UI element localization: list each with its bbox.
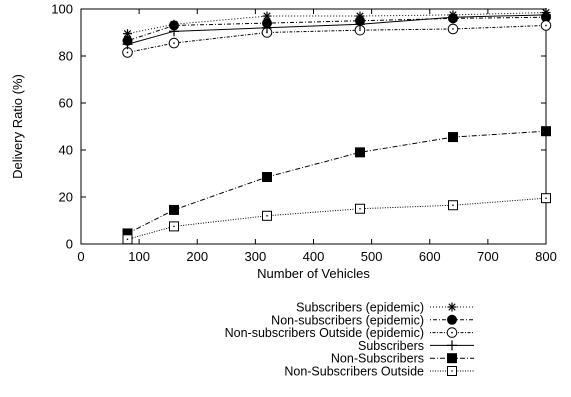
series-5 (122, 193, 551, 245)
legend-label: Non-subscribers (epidemic) (271, 313, 424, 327)
legend-label: Non-Subscribers Outside (284, 365, 424, 379)
plot-frame (80, 8, 547, 245)
data-point (169, 221, 179, 232)
data-point (447, 23, 459, 35)
data-point (169, 204, 179, 215)
series-2 (122, 20, 552, 58)
data-point (541, 126, 551, 137)
series-4 (122, 126, 551, 239)
series-line (127, 16, 547, 42)
series-1 (122, 12, 551, 46)
x-tick-label: 0 (77, 249, 84, 264)
legend: Subscribers (epidemic)Non-subscribers (e… (225, 301, 474, 379)
data-point (541, 9, 551, 20)
x-tick-label: 600 (419, 249, 441, 264)
data-point (355, 203, 365, 214)
legend-marker (447, 302, 457, 312)
data-point (169, 26, 179, 37)
series-line (127, 14, 547, 45)
series-line (127, 24, 547, 53)
series-lines (122, 8, 552, 245)
data-point (262, 210, 272, 221)
legend-marker (447, 340, 457, 351)
legend-marker (447, 353, 457, 364)
x-tick-label: 500 (361, 249, 383, 264)
x-tick-label: 300 (245, 249, 267, 264)
ticks: 0 100 200 300 400 500 600 700 800 0 20 40 60 80 100 (51, 2, 557, 265)
series-line (127, 12, 547, 35)
y-tick-label: 80 (59, 49, 73, 64)
data-point (540, 20, 552, 31)
legend-entry: Non-subscribers Outside (epidemic) (225, 326, 474, 340)
x-tick-label: 800 (535, 249, 557, 264)
data-point (122, 234, 133, 245)
series-line (127, 130, 547, 234)
legend-label: Subscribers (epidemic) (296, 301, 424, 315)
data-point (168, 37, 180, 49)
legend-entry: Non-Subscribers Outside (284, 365, 474, 379)
data-point (541, 193, 551, 204)
legend-entry: Non-Subscribers (331, 352, 474, 366)
y-tick-label: 20 (59, 190, 73, 205)
data-point (355, 147, 365, 158)
y-tick-label: 40 (59, 143, 73, 158)
legend-entry: Subscribers (358, 339, 474, 353)
data-point (122, 39, 133, 50)
y-tick-label: 60 (59, 96, 73, 111)
x-tick-label: 100 (128, 249, 150, 264)
data-point (262, 172, 272, 183)
data-point (448, 12, 458, 23)
legend-entry: Subscribers (epidemic) (296, 301, 474, 315)
series-3 (122, 9, 551, 50)
y-tick-label: 100 (51, 2, 73, 17)
legend-label: Non-subscribers Outside (epidemic) (225, 326, 424, 340)
data-point (448, 200, 458, 211)
legend-label: Subscribers (358, 339, 424, 353)
data-point (355, 19, 365, 30)
x-tick-label: 400 (303, 249, 325, 264)
legend-marker (447, 314, 457, 325)
x-axis-label: Number of Vehicles (257, 266, 370, 281)
legend-label: Non-Subscribers (331, 352, 424, 366)
series-line (127, 197, 547, 240)
y-axis-label: Delivery Ratio (%) (10, 74, 25, 179)
y-tick-label: 0 (66, 237, 73, 252)
x-tick-label: 700 (477, 249, 499, 264)
data-point (448, 132, 458, 143)
legend-entry: Non-subscribers (epidemic) (271, 313, 474, 327)
series-0 (123, 8, 551, 39)
legend-marker (446, 327, 458, 338)
x-tick-label: 200 (186, 249, 208, 264)
data-point (262, 22, 272, 33)
legend-marker (447, 366, 457, 376)
axes (80, 8, 547, 245)
